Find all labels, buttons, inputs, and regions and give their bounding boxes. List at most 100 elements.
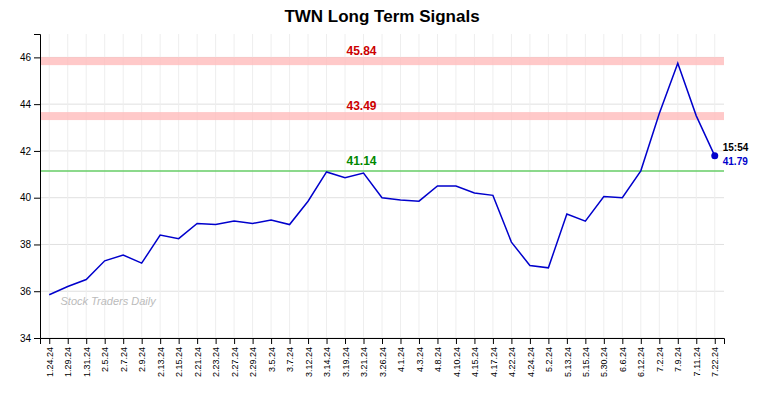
x-tick: 1.24.24 bbox=[45, 338, 55, 377]
y-tick-label: 38 bbox=[20, 239, 32, 250]
x-tick: 3.19.24 bbox=[341, 338, 351, 377]
last-price-label: 41.79 bbox=[723, 156, 748, 167]
x-tick: 6.6.24 bbox=[618, 338, 628, 372]
grid-line bbox=[252, 34, 253, 338]
x-tick-mark bbox=[678, 338, 679, 344]
y-tick-mark bbox=[34, 244, 40, 245]
x-tick-label: 3.19.24 bbox=[341, 347, 351, 377]
x-tick-mark bbox=[364, 338, 365, 344]
y-tick-mark bbox=[34, 151, 40, 152]
x-tick: 3.5.24 bbox=[267, 338, 277, 372]
x-tick-label: 3.5.24 bbox=[267, 347, 277, 372]
marks bbox=[40, 57, 724, 295]
y-tick: 36 bbox=[20, 286, 40, 297]
x-tick: 2.9.24 bbox=[137, 338, 147, 372]
x-tick-label: 3.12.24 bbox=[304, 347, 314, 377]
x-tick-mark bbox=[160, 338, 161, 344]
x-tick: 2.27.24 bbox=[230, 338, 240, 377]
x-tick: 4.24.24 bbox=[526, 338, 536, 377]
x-tick-mark bbox=[530, 338, 531, 344]
x-tick: 5.15.24 bbox=[581, 338, 591, 377]
x-tick: 2.15.24 bbox=[174, 338, 184, 377]
x-tick-label: 4.8.24 bbox=[433, 347, 443, 372]
x-tick: 7.11.24 bbox=[692, 338, 702, 376]
x-tick-mark bbox=[585, 338, 586, 344]
grid-line bbox=[363, 34, 364, 338]
x-tick-mark bbox=[622, 338, 623, 344]
grid bbox=[40, 34, 724, 338]
x-tick-label: 2.27.24 bbox=[230, 347, 240, 377]
labels: 45.8443.4941.1415:5441.79Stock Traders D… bbox=[61, 44, 749, 307]
x-tick-label: 4.3.24 bbox=[415, 347, 425, 372]
y-tick-label: 40 bbox=[20, 192, 32, 203]
x-tick-mark bbox=[308, 338, 309, 344]
y-tick-mark bbox=[34, 291, 40, 292]
x-tick-mark bbox=[641, 338, 642, 344]
grid-line bbox=[714, 34, 715, 338]
x-tick: 4.1.24 bbox=[396, 338, 406, 372]
x-tick: 5.13.24 bbox=[563, 338, 573, 377]
x-tick-mark bbox=[511, 338, 512, 344]
x-tick-label: 6.6.24 bbox=[618, 347, 628, 372]
x-tick: 2.23.24 bbox=[211, 338, 221, 377]
chart: 1.24.241.29.241.31.242.5.242.7.242.9.242… bbox=[0, 0, 784, 398]
x-tick: 6.12.24 bbox=[636, 338, 646, 377]
y-tick-label: 34 bbox=[20, 333, 32, 344]
y-tick-label: 46 bbox=[20, 52, 32, 63]
last-point bbox=[711, 152, 718, 159]
x-tick-mark bbox=[327, 338, 328, 344]
x-tick: 2.21.24 bbox=[193, 338, 203, 377]
y-tick: 38 bbox=[20, 239, 40, 250]
y-tick-mark bbox=[34, 104, 40, 105]
x-tick-label: 4.15.24 bbox=[470, 347, 480, 377]
y-tick-label: 44 bbox=[20, 99, 32, 110]
y-tick: 34 bbox=[20, 333, 40, 344]
grid-line bbox=[345, 34, 346, 338]
x-tick: 3.26.24 bbox=[378, 338, 388, 377]
x-tick-mark bbox=[271, 338, 272, 344]
x-tick-label: 7.9.24 bbox=[673, 347, 683, 372]
x-tick-label: 2.9.24 bbox=[137, 347, 147, 372]
x-tick: 4.17.24 bbox=[489, 338, 499, 377]
x-tick-label: 4.24.24 bbox=[526, 347, 536, 377]
signal-band bbox=[40, 112, 724, 120]
y-tick: 40 bbox=[20, 192, 40, 203]
x-tick-mark bbox=[493, 338, 494, 344]
x-tick-label: 7.22.24 bbox=[710, 347, 720, 377]
x-tick: 1.29.24 bbox=[63, 338, 73, 377]
grid-line bbox=[141, 34, 142, 338]
last-time-label: 15:54 bbox=[723, 142, 749, 153]
x-tick-label: 3.26.24 bbox=[378, 347, 388, 377]
x-tick: 3.12.24 bbox=[304, 338, 314, 377]
x-tick-label: 2.29.24 bbox=[248, 347, 258, 377]
y-axis-line bbox=[34, 35, 41, 339]
x-tick: 7.22.24 bbox=[710, 338, 720, 377]
grid-line bbox=[86, 34, 87, 338]
grid-line bbox=[603, 34, 604, 338]
x-tick-label: 4.10.24 bbox=[452, 347, 462, 377]
signal-label: 43.49 bbox=[346, 99, 376, 113]
x-tick-mark bbox=[86, 338, 87, 344]
grid-line bbox=[123, 34, 124, 338]
x-tick-mark bbox=[290, 338, 291, 344]
x-tick-mark bbox=[345, 338, 346, 344]
x-tick: 5.2.24 bbox=[544, 338, 554, 372]
grid-line bbox=[49, 34, 50, 338]
grid-line bbox=[160, 34, 161, 338]
x-tick: 4.10.24 bbox=[452, 338, 462, 377]
grid-line bbox=[677, 34, 678, 338]
x-tick-label: 4.17.24 bbox=[489, 347, 499, 377]
x-tick-label: 5.15.24 bbox=[581, 347, 591, 377]
y-tick-mark bbox=[34, 57, 40, 58]
plot: 1.24.241.29.241.31.242.5.242.7.242.9.242… bbox=[20, 34, 749, 377]
x-tick-label: 3.14.24 bbox=[322, 347, 332, 377]
x-tick-mark bbox=[234, 338, 235, 344]
x-tick-mark bbox=[382, 338, 383, 344]
x-tick-label: 4.22.24 bbox=[507, 347, 517, 377]
x-tick-label: 2.21.24 bbox=[193, 347, 203, 377]
y-tick-label: 42 bbox=[20, 146, 32, 157]
x-tick-mark bbox=[49, 338, 50, 344]
y-tick: 46 bbox=[20, 52, 40, 63]
x-tick-mark bbox=[216, 338, 217, 344]
x-tick-label: 7.11.24 bbox=[692, 347, 702, 376]
